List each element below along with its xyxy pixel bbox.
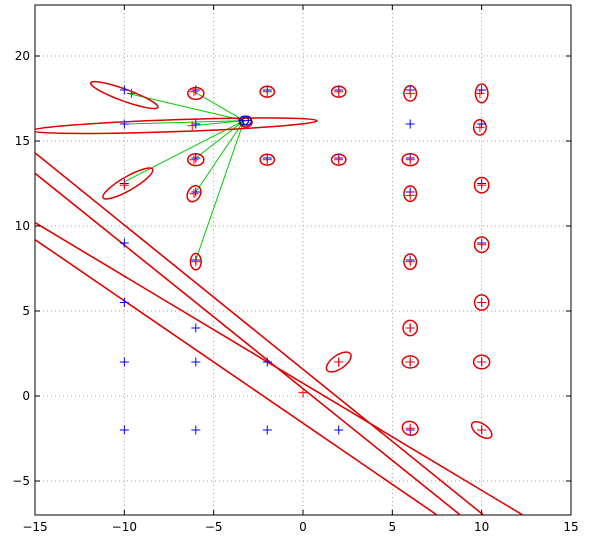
link-line [124,120,245,183]
landmark-marker [119,425,129,435]
uncertainty-ellipse [473,176,490,194]
estimate-marker [405,155,415,165]
link-line [195,120,245,159]
measurement-line [35,238,438,515]
estimate-marker [334,155,344,165]
uncertainty-ellipse [186,184,202,203]
uncertainty-ellipse [470,420,493,440]
estimate-marker [334,87,344,97]
measurement-lines [35,152,524,515]
x-tick-label: 15 [563,520,578,534]
uncertainty-ellipses [35,80,493,440]
measurement-line [35,152,484,515]
uncertainty-ellipse [473,236,490,254]
landmark-marker [262,357,272,367]
estimate-marker [477,180,487,190]
landmark-marker [191,85,201,95]
estimate-marker [477,425,487,435]
link-line [126,120,245,125]
landmark-marker [119,357,129,367]
estimate-marker [189,189,199,199]
estimate-marker [475,88,485,98]
uncertainty-ellipse [473,294,490,311]
estimate-marker [262,87,272,97]
y-tick-label: 15 [15,134,30,148]
estimate-marker [405,357,415,367]
landmark-marker [191,425,201,435]
x-tick-label: −15 [22,520,47,534]
estimate-marker [405,190,415,200]
estimate-marker [189,155,199,165]
landmark-marker [191,153,201,163]
x-tick-label: 0 [299,520,307,534]
estimate-marker [475,122,485,132]
estimate-marker [405,323,415,333]
estimate-marker [189,87,199,97]
measurement-line [35,221,524,515]
estimate-marker [187,121,197,131]
landmark-marker [191,187,201,197]
x-tick-label: −5 [205,520,223,534]
estimate-markers [119,87,487,435]
uncertainty-ellipse [472,354,491,370]
uncertainty-ellipse [402,319,419,337]
landmark-marker [405,119,415,129]
landmark-marker [191,119,201,129]
landmark-marker [191,323,201,333]
uncertainty-ellipse [403,253,418,271]
estimate-marker [477,357,487,367]
y-tick-label: 10 [15,219,30,233]
robot-marker [238,115,253,126]
landmark-marker [334,425,344,435]
link-line [195,120,245,193]
estimate-marker [405,88,415,98]
estimate-marker [477,240,487,250]
landmark-marker [262,425,272,435]
estimate-marker [191,257,201,267]
uncertainty-ellipse [325,351,352,373]
landmark-marker [119,85,129,95]
landmark-marker [119,238,129,248]
link-line [192,120,245,127]
estimate-marker [477,298,487,307]
estimate-marker [262,155,272,165]
estimate-marker [405,423,415,433]
y-tick-label: −5 [12,474,30,488]
y-tick-label: 5 [22,304,30,318]
estimate-marker [119,180,129,190]
x-tick-label: 5 [389,520,397,534]
uncertainty-ellipse [403,185,418,203]
uncertainty-ellipse [401,355,419,369]
landmark-marker [119,119,129,129]
estimate-marker [334,357,344,367]
uncertainty-ellipse [401,420,419,437]
landmark-marker [119,298,129,307]
estimate-marker [405,257,415,267]
x-tick-label: 10 [474,520,489,534]
uncertainty-ellipse [189,252,202,271]
uncertainty-ellipse [472,119,487,136]
y-tick-label: 0 [22,389,30,403]
link-lines [124,91,245,261]
x-tick-label: −10 [112,520,137,534]
link-line [195,120,245,261]
estimate-marker [126,88,136,98]
estimate-marker [298,388,308,398]
uncertainty-ellipse [35,117,318,135]
uncertainty-ellipse [102,167,154,200]
axes: −15 −10 −5 0 5 10 15 −5 0 5 10 15 20 [12,5,579,534]
y-tick-label: 20 [15,49,30,63]
measurement-line [35,172,461,515]
landmark-marker [191,357,201,367]
